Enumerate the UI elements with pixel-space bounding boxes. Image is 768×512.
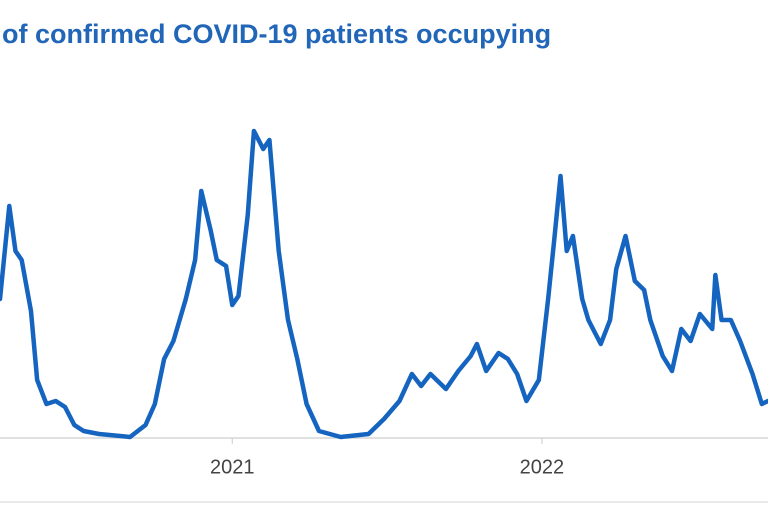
x-tick-label: 2022 — [520, 456, 565, 478]
x-tick-label: 2021 — [210, 456, 255, 478]
data-line — [0, 128, 768, 440]
chart-title: of confirmed COVID-19 patients occupying — [2, 19, 551, 49]
